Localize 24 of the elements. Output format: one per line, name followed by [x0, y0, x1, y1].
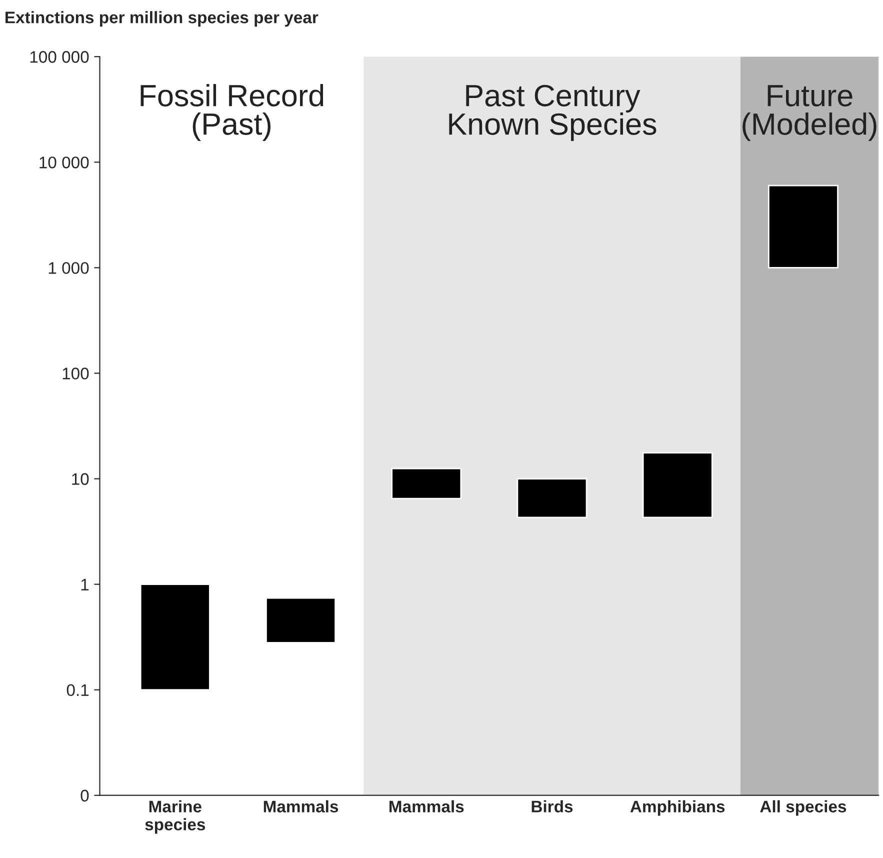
band-label: Past Century Known Species [449, 84, 656, 141]
annotation: Future (Modeled) [742, 85, 876, 141]
x-tick-label: Birds [532, 800, 573, 812]
y-tick-label: 1 000 [48, 262, 89, 274]
y-axis-title: Extinctions per million species per year [6, 11, 318, 27]
x-tick-label: Marine species [145, 800, 206, 834]
bar [140, 584, 210, 691]
x-tick-label: All species [760, 800, 846, 816]
bar [391, 468, 462, 500]
x-tick-label: Amphibians [630, 800, 725, 816]
bar [768, 184, 838, 268]
x-tick-label: Mammals [390, 800, 464, 812]
y-tick-label: 100 000 [30, 51, 89, 63]
bar [266, 597, 336, 644]
x-tick-label: Mammals [264, 800, 338, 812]
y-tick-label: 10 000 [40, 156, 89, 168]
y-tick-label: 0.1 [66, 684, 89, 696]
y-tick-label: 0 [80, 790, 89, 802]
y-tick-label: 1 [81, 578, 89, 590]
bar [516, 478, 588, 518]
bar [642, 452, 713, 518]
annotation: Fossil Record (Past) [140, 84, 324, 141]
y-tick-label: 10 [72, 473, 89, 485]
y-tick-label: 100 [62, 368, 89, 380]
